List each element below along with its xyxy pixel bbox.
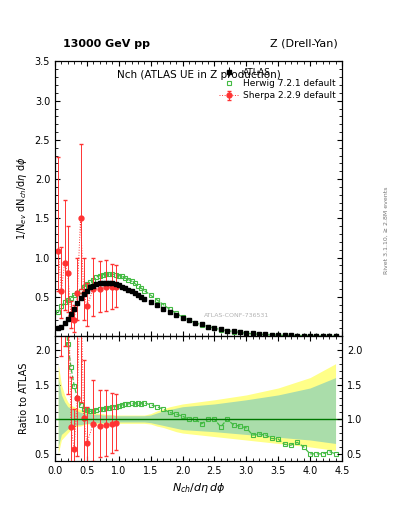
- Text: 13000 GeV pp: 13000 GeV pp: [63, 38, 150, 49]
- Text: Z (Drell-Yan): Z (Drell-Yan): [270, 38, 338, 49]
- Text: ATLAS-CONF-736531: ATLAS-CONF-736531: [204, 313, 270, 318]
- Herwig 7.2.1 default: [333, 333, 338, 339]
- Herwig 7.2.1 default: [97, 272, 102, 279]
- Herwig 7.2.1 default: [320, 333, 325, 339]
- Herwig 7.2.1 default: [282, 332, 287, 338]
- Text: Nch (ATLAS UE in Z production): Nch (ATLAS UE in Z production): [117, 70, 280, 80]
- Herwig 7.2.1 default: [219, 327, 223, 333]
- Y-axis label: Ratio to ATLAS: Ratio to ATLAS: [19, 362, 29, 434]
- Herwig 7.2.1 default: [104, 271, 108, 277]
- Line: Herwig 7.2.1 default: Herwig 7.2.1 default: [56, 272, 338, 338]
- Legend: ATLAS, Herwig 7.2.1 default, Sherpa 2.2.9 default: ATLAS, Herwig 7.2.1 default, Sherpa 2.2.…: [218, 66, 338, 102]
- Herwig 7.2.1 default: [244, 330, 249, 336]
- Text: Rivet 3.1.10, ≥ 2.8M events: Rivet 3.1.10, ≥ 2.8M events: [384, 187, 389, 274]
- Herwig 7.2.1 default: [56, 309, 61, 315]
- X-axis label: $N_{ch}/d\eta\,d\phi$: $N_{ch}/d\eta\,d\phi$: [172, 481, 225, 495]
- Herwig 7.2.1 default: [101, 272, 105, 278]
- Y-axis label: 1/N$_{ev}$ dN$_{ch}$/d$\eta$ d$\phi$: 1/N$_{ev}$ dN$_{ch}$/d$\eta$ d$\phi$: [15, 157, 29, 241]
